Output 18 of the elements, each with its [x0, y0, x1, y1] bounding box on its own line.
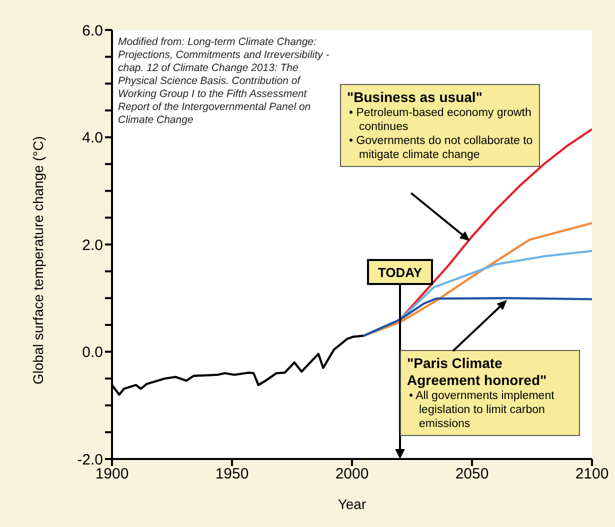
x-tick-label: 1950: [215, 466, 249, 483]
line-series: [362, 222, 592, 337]
x-tick-label: 2100: [575, 466, 609, 483]
line-series: [362, 297, 592, 337]
y-tick-label: 4.0: [82, 130, 103, 147]
y-tick-label: 2.0: [82, 236, 103, 254]
y-tick-label: 0.0: [82, 344, 103, 362]
annotation: "Business as usual" • Petroleum-based economy growth continues • Governments do not collaborate to mitigate climate change: [347, 89, 533, 162]
y-tick-label: -2.0: [77, 451, 103, 468]
x-tick-label: 1900: [95, 466, 129, 483]
y-tick-label: 6.0: [82, 22, 103, 40]
annotation: Modified from: Long-term Climate Change: Projections, Commitments and Irreversibility - chap. 12 of Climate Change 2013: The Physical Science Basis. Contribution of Working Group I to the Fifth Assessment Report of the Intergovernmental Panel on Climate Change: [118, 36, 330, 127]
ref-line-label: TODAY: [378, 265, 422, 280]
y-axis-title: Global surface temperature change (°C): [30, 136, 46, 384]
x-tick-label: 2050: [455, 466, 489, 483]
x-axis-title: Year: [338, 496, 366, 512]
x-tick-label: 2000: [335, 466, 369, 483]
annotation: "Paris Climate Agreement honored" • All governments implement legislation to limit carbon emissions: [407, 355, 556, 431]
